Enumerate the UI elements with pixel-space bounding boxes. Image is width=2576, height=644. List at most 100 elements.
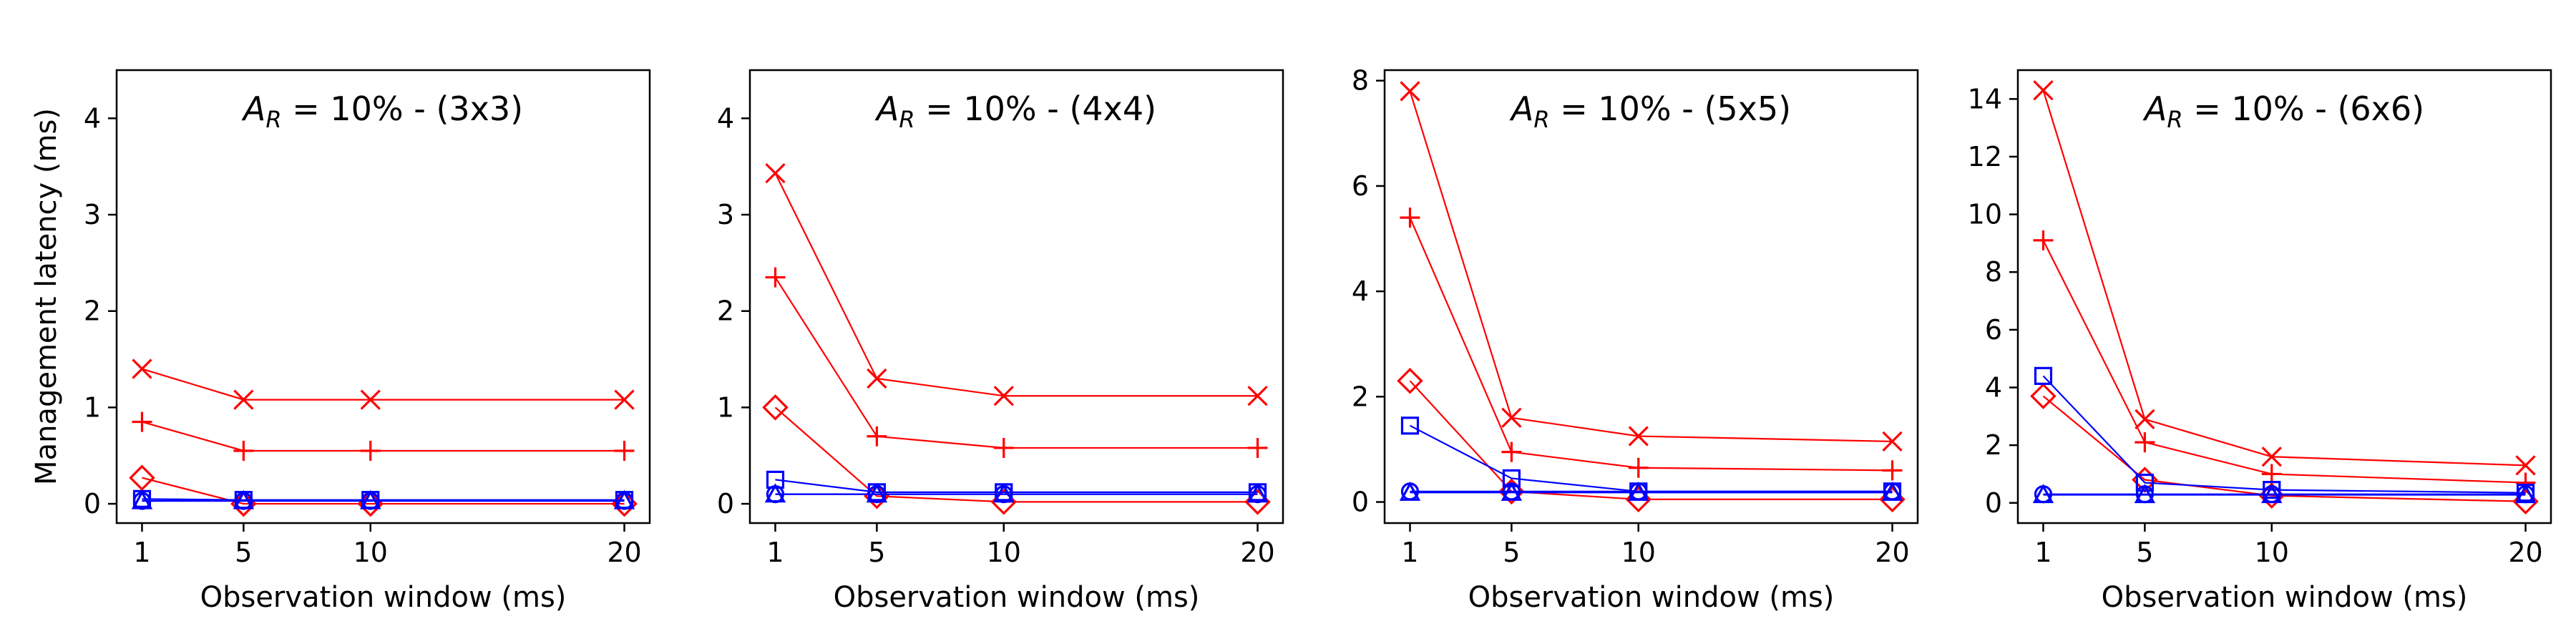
- x-axis-label: Observation window (ms): [2102, 581, 2468, 614]
- data-point-triangle: [1628, 481, 1649, 501]
- panel-title: AR = 10% - (5x5): [1509, 89, 1791, 133]
- data-point-triangle: [866, 483, 888, 503]
- data-point-plus: [2261, 464, 2282, 484]
- data-point-plus: [1400, 208, 1420, 228]
- data-point-plus: [765, 267, 786, 288]
- data-point-triangle: [131, 489, 153, 509]
- y-tick-label: 8: [1352, 65, 1369, 97]
- y-tick-label: 2: [84, 296, 101, 327]
- series-plus: [2033, 230, 2536, 493]
- data-point-triangle: [233, 489, 255, 509]
- y-tick-label: 6: [1985, 314, 2002, 346]
- data-point-x: [614, 389, 635, 410]
- data-point-x: [993, 386, 1014, 406]
- series-triangle: [764, 483, 1269, 503]
- data-point-diamond: [2030, 383, 2057, 409]
- data-point-triangle: [1399, 481, 1421, 501]
- panel-3: 1 5 10 20 0 2 4 6 8 Observation window (ms) AR = 1…: [1352, 65, 1919, 614]
- series-line: [142, 477, 625, 505]
- x-tick-label: 10: [2255, 537, 2289, 568]
- series-diamond: [762, 394, 1271, 515]
- data-point-x: [1501, 407, 1522, 428]
- plot-frame: [1383, 69, 1919, 525]
- data-point-x: [2515, 455, 2536, 476]
- x-tick-label: 1: [1401, 537, 1418, 568]
- data-point-triangle: [764, 483, 786, 503]
- x-tick-label: 1: [2034, 537, 2051, 568]
- data-point-x: [2033, 80, 2054, 101]
- data-point-triangle: [1501, 481, 1523, 501]
- y-tick-label: 2: [1352, 381, 1369, 412]
- x-tick-label: 1: [766, 537, 784, 568]
- series-plus: [765, 267, 1268, 458]
- series-line: [1409, 217, 1893, 472]
- y-tick-label: 4: [717, 102, 734, 134]
- data-point-x: [1628, 426, 1649, 447]
- y-tick-label: 14: [1968, 83, 2002, 114]
- data-point-square: [1400, 416, 1420, 435]
- data-point-triangle: [1246, 483, 1269, 503]
- y-tick-label: 10: [1968, 199, 2002, 230]
- x-tick-label: 5: [235, 537, 252, 568]
- data-point-plus: [1247, 437, 1268, 458]
- data-point-triangle: [613, 489, 635, 509]
- data-point-plus: [614, 440, 635, 461]
- data-point-square: [2034, 366, 2053, 385]
- data-point-diamond: [1397, 368, 1423, 394]
- series-square: [766, 470, 1267, 502]
- x-axis-label: Observation window (ms): [200, 581, 567, 614]
- series-line: [774, 406, 1258, 503]
- series-line: [774, 172, 1258, 397]
- y-tick-label: 0: [1352, 487, 1369, 518]
- x-tick-label: 20: [1875, 537, 1909, 568]
- series-line: [2042, 89, 2526, 467]
- series-triangle: [1399, 481, 1903, 501]
- data-point-triangle: [2514, 484, 2537, 504]
- x-axis-label: Observation window (ms): [1468, 581, 1835, 614]
- data-point-x: [2135, 409, 2155, 429]
- data-point-plus: [132, 411, 152, 432]
- series-circle: [1400, 482, 1902, 501]
- y-tick-label: 0: [717, 488, 734, 519]
- plot-frame: [115, 69, 651, 525]
- panel-title: AR = 10% - (4x4): [874, 89, 1156, 133]
- data-point-plus: [993, 437, 1014, 458]
- x-tick-label: 5: [2136, 537, 2153, 568]
- x-tick-label: 20: [1240, 537, 1274, 568]
- panel-title: AR = 10% - (3x3): [241, 89, 523, 133]
- data-point-triangle: [2261, 484, 2283, 504]
- data-point-plus: [867, 426, 887, 447]
- series-square: [132, 489, 634, 509]
- y-tick-label: 1: [84, 391, 101, 423]
- series-line: [142, 421, 625, 452]
- data-point-plus: [1501, 441, 1522, 462]
- x-tick-label: 5: [868, 537, 885, 568]
- data-point-x: [1247, 386, 1268, 406]
- x-tick-label: 1: [133, 537, 150, 568]
- series-triangle: [131, 489, 635, 509]
- data-point-plus: [360, 440, 381, 461]
- y-tick-label: 4: [1985, 372, 2002, 404]
- series-line: [2042, 375, 2526, 494]
- series-line: [2042, 240, 2526, 484]
- data-point-triangle: [1881, 481, 1903, 501]
- x-tick-label: 10: [987, 537, 1021, 568]
- panel-1: 1 5 10 20 0 1 2 3 4 Observation window (ms) Manage…: [30, 69, 651, 614]
- series-diamond: [129, 464, 638, 517]
- data-point-x: [765, 162, 786, 184]
- x-tick-label: 5: [1503, 537, 1520, 568]
- data-point-diamond: [129, 464, 155, 491]
- x-tick-label: 10: [353, 537, 388, 568]
- data-point-x: [1400, 81, 1420, 102]
- y-axis-label: Management latency (ms): [30, 108, 63, 485]
- data-point-plus: [2135, 432, 2155, 453]
- data-point-triangle: [993, 483, 1015, 503]
- data-point-x: [233, 389, 254, 410]
- panel-2: 1 5 10 20 0 1 2 3 4 Observation window (ms) AR = 1…: [717, 69, 1284, 614]
- plot-frame: [2016, 69, 2552, 525]
- data-point-plus: [2033, 230, 2054, 250]
- data-point-diamond: [762, 394, 789, 421]
- series-x: [2033, 80, 2536, 476]
- y-tick-label: 2: [717, 296, 734, 327]
